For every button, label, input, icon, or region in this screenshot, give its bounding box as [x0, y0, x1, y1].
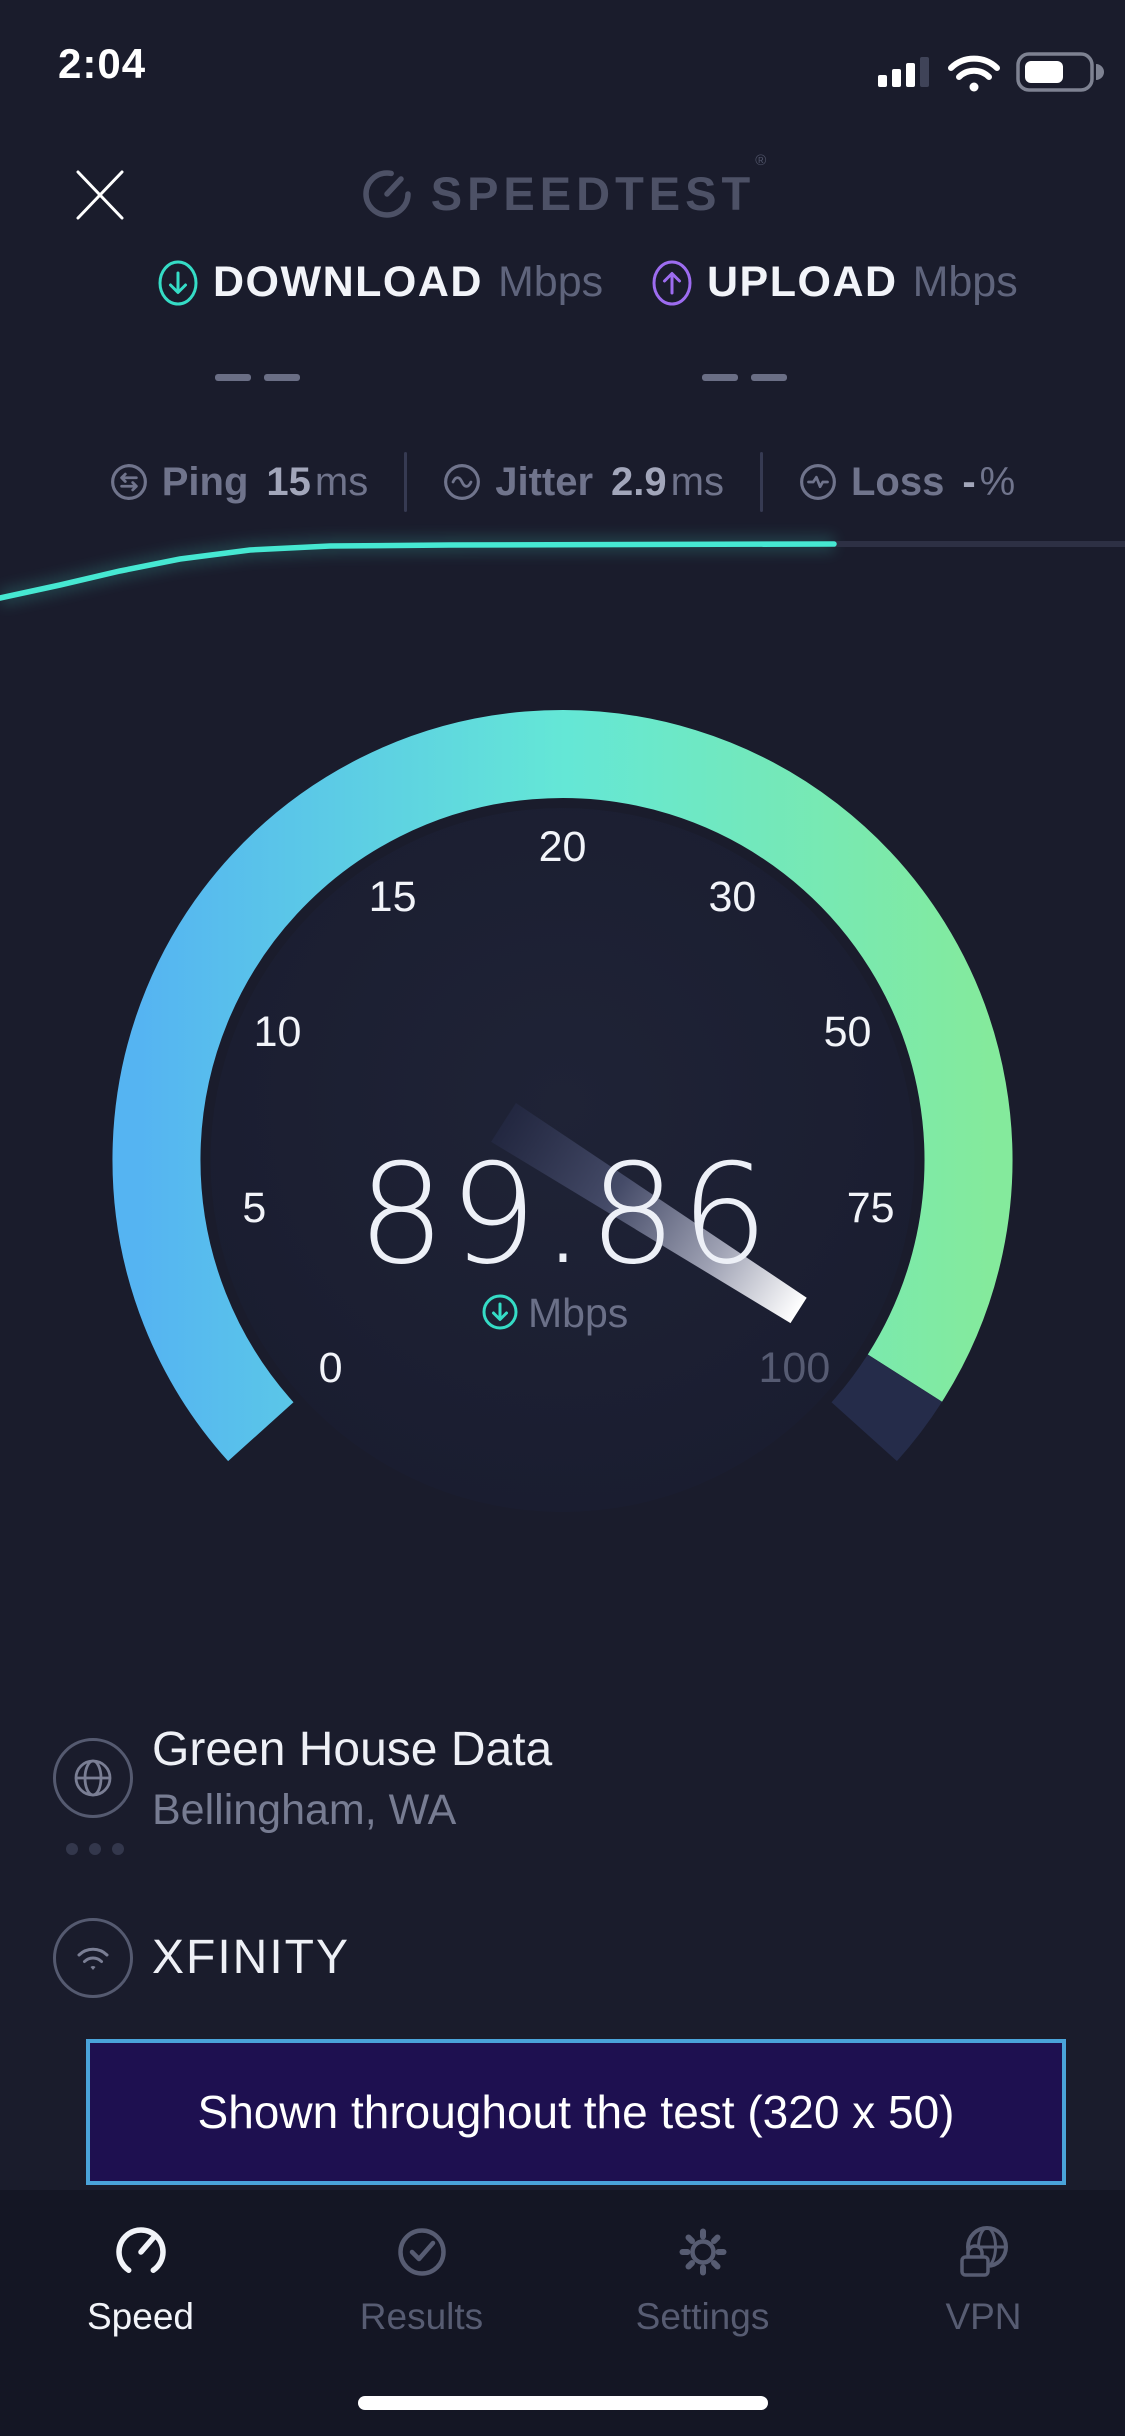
tab-settings-label: Settings	[635, 2296, 770, 2337]
divider	[759, 452, 763, 512]
svg-text:30: 30	[708, 873, 756, 921]
battery-icon	[1016, 52, 1104, 92]
ad-banner-text: Shown throughout the test (320 x 50)	[197, 2086, 955, 2138]
gauge-needle	[491, 1103, 807, 1324]
jitter-value: 2.9	[611, 459, 667, 504]
tab-results[interactable]: Results	[281, 2190, 562, 2436]
download-unit: Mbps	[497, 258, 604, 306]
server-selector[interactable]	[53, 1738, 133, 1818]
x-close-icon	[76, 170, 124, 220]
svg-text:100: 100	[759, 1344, 831, 1392]
ad-banner[interactable]: Shown throughout the test (320 x 50)	[86, 2039, 1066, 2185]
status-time: 2:04	[58, 40, 147, 87]
cellular-signal-icon	[878, 57, 929, 87]
tab-vpn-label: VPN	[945, 2296, 1022, 2337]
upload-unit: Mbps	[912, 258, 1018, 306]
ping-stat: Ping 15 ms	[110, 459, 369, 505]
loss-icon	[800, 464, 836, 500]
speed-gauge: 0 5 10 15 20 30 50 75 100 89.86 Mbps	[112, 709, 1013, 1512]
upload-value-placeholder	[702, 374, 787, 381]
wifi-icon	[948, 55, 1000, 92]
svg-text:75: 75	[847, 1184, 895, 1232]
svg-text:10: 10	[254, 1008, 302, 1056]
svg-text:15: 15	[369, 873, 417, 921]
logo-text: SPEEDTEST	[430, 166, 756, 220]
server-menu-dots	[66, 1843, 124, 1855]
jitter-stat: Jitter 2.9 ms	[443, 460, 724, 505]
gauge-scale-labels: 0 5 10 15 20 30 50 75 100	[242, 823, 894, 1392]
upload-metric: UPLOAD Mbps	[650, 258, 1018, 307]
jitter-label: Jitter	[495, 459, 594, 504]
loss-value: -	[962, 459, 976, 504]
download-arrow-icon	[492, 1302, 508, 1321]
status-icons	[878, 52, 1104, 92]
svg-text:20: 20	[539, 823, 587, 871]
tab-speed-label: Speed	[87, 2296, 194, 2337]
svg-text:50: 50	[824, 1008, 872, 1056]
tab-settings[interactable]: Settings	[562, 2190, 843, 2436]
jitter-icon	[444, 464, 481, 500]
server-location: Bellingham, WA	[152, 1786, 457, 1834]
registered-mark: ®	[755, 151, 767, 169]
gauge-arc-filled	[112, 709, 1013, 1462]
isp-name[interactable]: XFINITY	[152, 1931, 351, 1984]
download-value-placeholder	[215, 374, 300, 381]
jitter-unit: ms	[670, 459, 724, 504]
check-circle-icon	[397, 2228, 446, 2276]
download-metric: DOWNLOAD Mbps	[156, 258, 603, 307]
ping-unit: ms	[314, 459, 369, 504]
svg-text:5: 5	[242, 1184, 266, 1232]
tab-results-label: Results	[359, 2296, 484, 2337]
gauge-icon	[115, 2227, 166, 2277]
upload-label: UPLOAD	[707, 258, 898, 306]
ping-value: 15	[266, 459, 311, 504]
loss-label: Loss	[850, 459, 945, 504]
tab-bar: Speed Results Settings	[0, 2190, 1125, 2436]
globe-icon	[74, 1759, 112, 1797]
loss-unit: %	[979, 459, 1016, 504]
gauge-arc-remainder	[831, 1353, 943, 1462]
gear-icon	[679, 2228, 726, 2276]
svg-text:0: 0	[319, 1344, 343, 1392]
loss-stat: Loss - %	[799, 460, 1015, 505]
server-name[interactable]: Green House Data	[152, 1723, 553, 1776]
ping-icon	[110, 464, 147, 500]
ping-label: Ping	[161, 459, 249, 504]
gauge-unit: Mbps	[528, 1290, 628, 1336]
gauge-panel: 0 5 10 15 20 30 50 75 100 89.86 Mbps	[0, 536, 1125, 1512]
gauge-unit-row: Mbps	[482, 1290, 628, 1336]
download-label: DOWNLOAD	[213, 258, 483, 306]
home-indicator[interactable]	[358, 2396, 768, 2410]
speedtest-gauge-icon	[362, 170, 411, 218]
wifi-small-icon	[77, 1947, 109, 1970]
upload-arrow-icon	[652, 260, 692, 305]
progress-line	[0, 536, 1125, 606]
close-button[interactable]	[74, 168, 126, 222]
divider	[404, 452, 408, 512]
isp-selector[interactable]	[53, 1918, 133, 1998]
download-speed-value: 89.86	[357, 1134, 772, 1295]
latency-stats-row: Ping 15 ms Jitter 2.9 ms Loss - %	[0, 452, 1125, 512]
tab-speed[interactable]: Speed	[0, 2190, 281, 2436]
speedtest-logo: SPEEDTEST®	[0, 152, 1125, 222]
tab-vpn[interactable]: VPN	[843, 2190, 1124, 2436]
download-arrow-icon	[158, 260, 198, 305]
globe-lock-icon	[959, 2226, 1008, 2277]
